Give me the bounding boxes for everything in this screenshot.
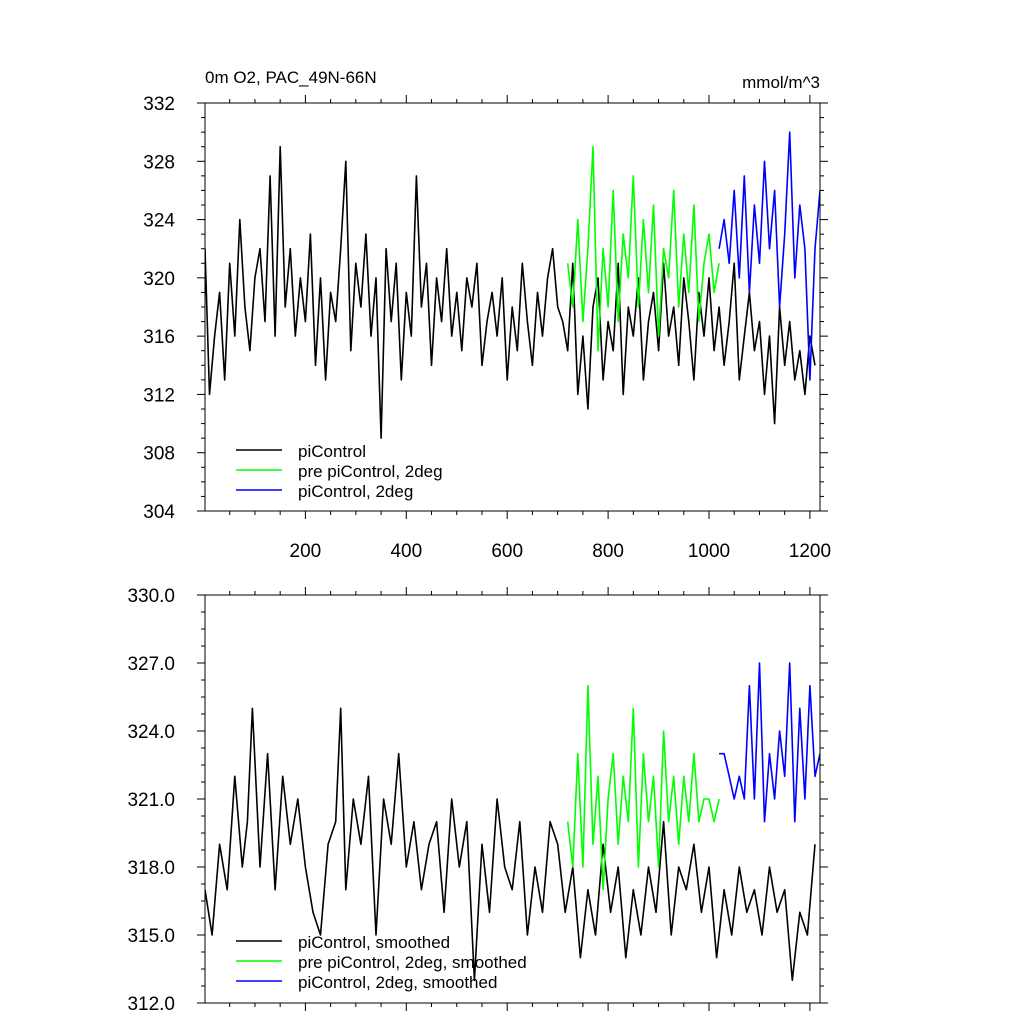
series-line-picontrol-2deg-smoothed	[719, 662, 820, 823]
y-tick-label: 330.0	[127, 586, 175, 607]
y-tick-label: 312	[143, 385, 175, 406]
x-tick-label: 200	[290, 541, 322, 562]
legend-label: pre piControl, 2deg, smoothed	[298, 953, 527, 972]
y-tick-label: 304	[143, 502, 175, 523]
legend-label: piControl, smoothed	[298, 933, 450, 952]
legend-label: piControl, 2deg, smoothed	[298, 973, 497, 992]
y-tick-label: 315.0	[127, 926, 175, 947]
series-line-picontrol	[205, 145, 816, 439]
series-line-picontrol-smoothed	[205, 707, 816, 982]
chart-title: 0m O2, PAC_49N-66N	[205, 68, 377, 87]
y-tick-label: 332	[143, 94, 175, 115]
chart-units-label: mmol/m^3	[742, 73, 820, 92]
x-tick-label: 400	[390, 541, 422, 562]
series-line-pre-picontrol-2deg	[566, 145, 720, 352]
y-tick-label: 324.0	[127, 722, 175, 743]
y-tick-label: 327.0	[127, 654, 175, 675]
legend-label: piControl	[298, 442, 366, 461]
x-tick-label: 1200	[789, 541, 831, 562]
y-tick-label: 320	[143, 269, 175, 290]
y-tick-label: 316	[143, 327, 175, 348]
chart-panel-2: 312.0 315.0 318.0 321.0 324.0 327.0 330.0 piCon…	[127, 586, 828, 1015]
x-tick-label: 1000	[688, 541, 730, 562]
y-tick-label: 312.0	[127, 994, 175, 1015]
y-tick-label: 328	[143, 152, 175, 173]
series-line-picontrol-2deg	[718, 131, 820, 381]
y-tick-label: 318.0	[127, 858, 175, 879]
y-tick-label: 308	[143, 444, 175, 465]
chart-panel-1: 0m O2, PAC_49N-66N mmol/m^3 304 308 312 316 32…	[143, 68, 831, 562]
legend-label: piControl, 2deg	[298, 482, 413, 501]
x-tick-label: 800	[592, 541, 624, 562]
y-tick-label: 321.0	[127, 790, 175, 811]
series-line-pre-picontrol-2deg-smoothed	[566, 684, 720, 891]
x-tick-label: 600	[491, 541, 523, 562]
y-tick-label: 324	[143, 211, 175, 232]
legend-label: pre piControl, 2deg	[298, 462, 443, 481]
